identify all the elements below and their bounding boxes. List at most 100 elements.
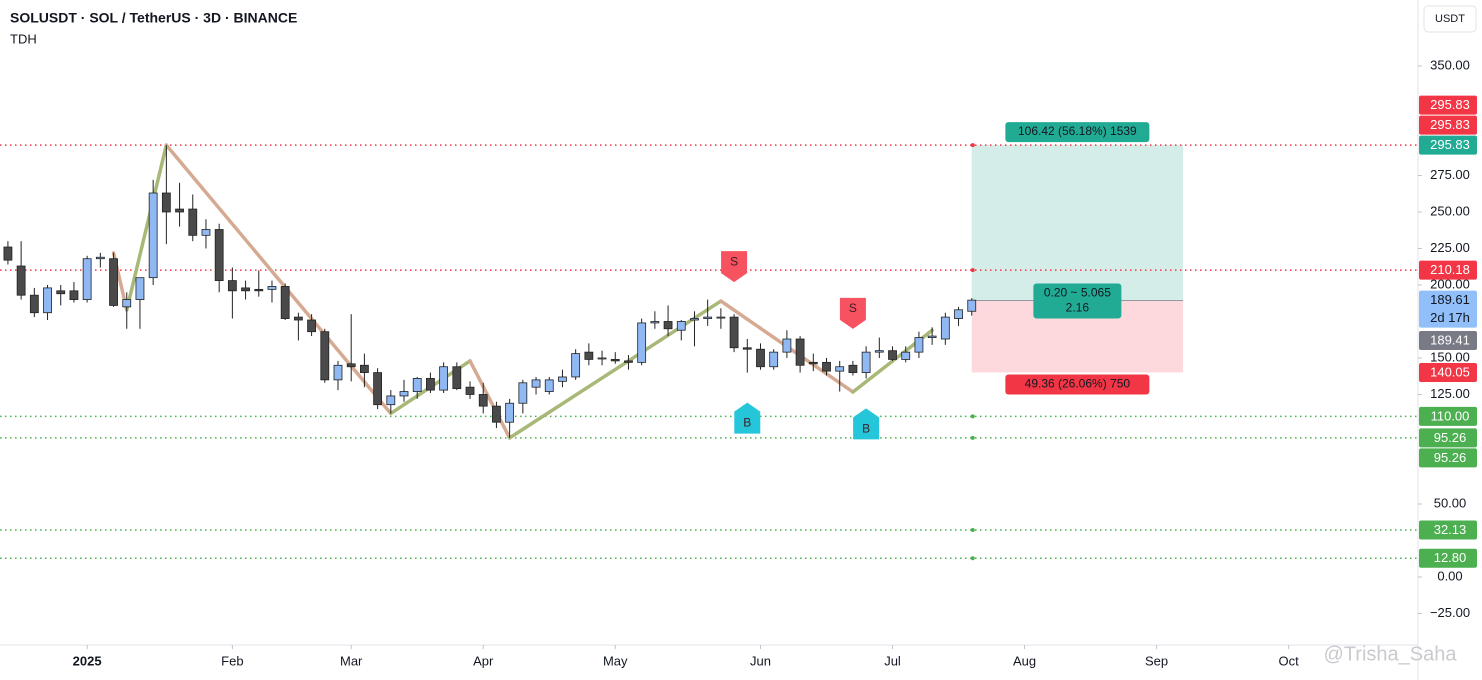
price-label-box [1419, 448, 1477, 468]
candle-body [426, 378, 435, 391]
signal-marker [734, 402, 761, 434]
candle-body [360, 364, 369, 373]
zigzag-segment [468, 359, 512, 440]
price-label-text: 95.26 [1434, 430, 1467, 445]
candle-body [822, 361, 831, 372]
candle-body [848, 364, 858, 373]
target-label: 106.42 (56.18%) 1539 [1005, 122, 1150, 143]
candle-body [861, 351, 871, 373]
candle-body [346, 363, 356, 368]
price-label-text: 32.13 [1434, 522, 1467, 537]
candle-body [518, 382, 528, 404]
candle-body [386, 395, 396, 406]
watermark: @Trisha_Saha [1324, 643, 1458, 665]
x-tick-label: May [603, 653, 628, 668]
price-label-text: 210.18 [1430, 262, 1470, 277]
price-label: 12.80 [1419, 548, 1477, 568]
candle-body [624, 360, 633, 363]
signal-label: S [730, 254, 738, 268]
price-label: 32.13 [1419, 520, 1477, 540]
price-label-box [1419, 406, 1477, 426]
candle-body [571, 353, 581, 378]
currency-button[interactable] [1423, 5, 1477, 33]
price-label-text: 189.41 [1430, 332, 1470, 347]
candle-body [56, 290, 66, 295]
x-tick-label: Jul [884, 653, 901, 668]
stop-label: 49.36 (26.06%) 750 [1005, 374, 1150, 395]
price-label: 189.41 [1419, 330, 1477, 350]
price-label-text: 189.61 [1430, 292, 1470, 307]
candle-body [505, 402, 515, 423]
candle-body [610, 359, 620, 362]
candle-body [650, 321, 660, 324]
candle-body [201, 229, 211, 236]
currency[interactable]: USDT [1435, 13, 1465, 25]
candle-body [558, 376, 567, 382]
y-tick-label: 0.00 [1437, 568, 1462, 583]
candle-body [267, 286, 277, 290]
candle-body [584, 351, 594, 360]
candle-body [280, 286, 290, 319]
price-label: 295.83 [1419, 115, 1477, 135]
x-tick-label: Sep [1145, 653, 1168, 668]
candle-body [742, 347, 752, 350]
candle-body [175, 208, 184, 213]
signal: B [853, 408, 880, 440]
candle-body [492, 405, 501, 423]
candle-body [888, 350, 897, 360]
price-label-countdown: 2d 17h [1430, 310, 1470, 325]
y-tick-label: 50.00 [1434, 495, 1467, 510]
candle-body [82, 258, 92, 300]
candle-body [703, 316, 713, 319]
signal-label: B [743, 416, 751, 430]
price-label-box [1419, 260, 1477, 280]
candle-body [544, 379, 554, 392]
entry-label-text: 2.16 [1066, 301, 1090, 315]
price-label-text: 12.80 [1434, 550, 1467, 565]
candle-body [756, 348, 765, 368]
candle-body [122, 299, 132, 308]
x-tick-label: 2025 [73, 653, 102, 668]
chart-title: SOLUSDT · SOL / TetherUS · 3D · BINANCE [10, 10, 297, 26]
price-label: 140.05 [1419, 363, 1477, 383]
signal-label: B [862, 422, 870, 436]
zigzag-segment [124, 143, 169, 312]
price-label-box [1419, 135, 1477, 155]
candle-body [465, 386, 475, 395]
price-label-text: 95.26 [1434, 450, 1467, 465]
plot: S S B B 106.42 (56.18%) 1539 0.20 ~ 5.0652.16… [0, 122, 1418, 561]
price-label-box [1419, 520, 1477, 540]
x-tick-label: Feb [221, 653, 243, 668]
candle-body [808, 361, 818, 365]
candle-body [307, 319, 316, 333]
candle-body [637, 322, 647, 363]
candle-body [254, 288, 264, 292]
candle-body [597, 357, 607, 360]
candle-body [412, 378, 422, 392]
candle-body [399, 391, 409, 397]
candle-body [227, 280, 237, 292]
signal-marker [721, 251, 748, 283]
x-tick-label: Aug [1013, 653, 1036, 668]
candle-body [676, 321, 686, 331]
y-tick-label: 225.00 [1430, 240, 1470, 255]
stop-label-box [1005, 374, 1150, 395]
candle-body [373, 372, 383, 406]
candle-body [663, 321, 673, 330]
candle-body [531, 379, 541, 388]
y-tick-label: −25.00 [1430, 605, 1470, 620]
candle-body [16, 265, 26, 296]
candle-body [29, 294, 39, 314]
indicator-name: TDH [10, 31, 37, 46]
level-dot [970, 528, 975, 533]
x-tick-label: Apr [473, 653, 494, 668]
price-label-box [1419, 330, 1477, 350]
price-label: 295.83 [1419, 135, 1477, 155]
candle-body [69, 290, 79, 300]
target-label-box [1005, 122, 1150, 143]
signal: B [734, 402, 761, 434]
entry-label-box [1033, 283, 1122, 319]
